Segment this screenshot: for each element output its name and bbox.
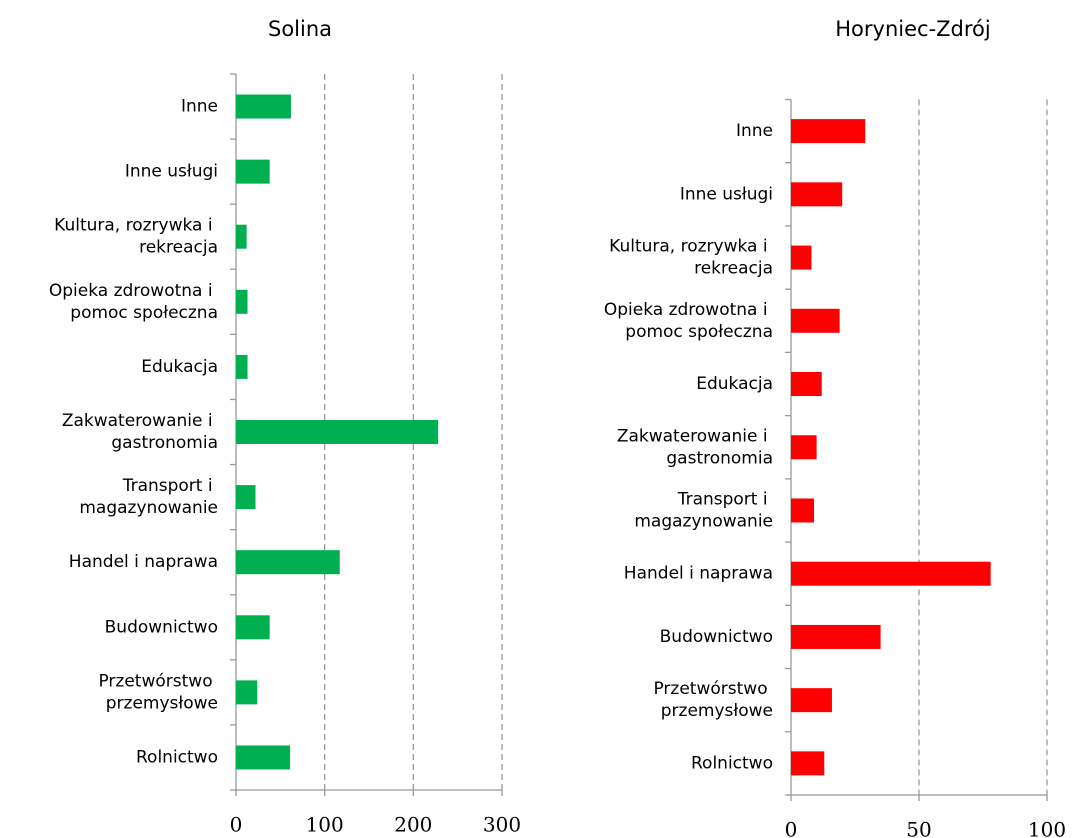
x-tick-label: 100 [1028,818,1066,838]
bar [791,308,840,333]
bar [236,159,270,184]
bar [236,745,291,770]
bar [791,561,991,586]
bar [791,182,843,207]
bar [236,680,258,705]
y-tick-label: Transport i magazynowanie [634,489,773,531]
x-tick-label: 0 [230,813,243,837]
y-tick-label: Edukacja [696,374,773,394]
y-tick-label: Przetwórstwo przemysłowe [653,679,773,721]
y-tick-label: Handel i naprawa [624,564,773,584]
bar [791,498,815,523]
bar [791,688,832,713]
chart-title: Horyniec-Zdrój [835,17,990,41]
y-tick-label: Inne [736,121,773,141]
y-tick-label: Zakwaterowanie i gastronomia [62,411,218,453]
bar [236,289,248,314]
x-tick-label: 200 [394,813,432,837]
y-tick-label: Budownictwo [105,617,218,637]
x-tick-label: 100 [306,813,344,837]
bar [236,550,340,575]
y-tick-label: Transport i magazynowanie [79,476,218,518]
bar [236,224,247,249]
y-tick-label: Przetwórstwo przemysłowe [98,671,218,713]
bar [791,624,881,649]
bar [791,372,822,397]
y-tick-label: Zakwaterowanie i gastronomia [617,426,773,468]
bar [791,751,825,776]
y-tick-label: Rolnictwo [691,753,773,773]
bar [791,245,812,270]
y-tick-label: Budownictwo [660,627,773,647]
x-tick-label: 0 [785,818,798,838]
bar [236,420,439,444]
y-tick-label: Opieka zdrowotna i pomoc społeczna [604,300,773,342]
bar [236,94,291,119]
bar [791,119,866,144]
x-tick-label: 50 [906,818,931,838]
y-tick-label: Edukacja [141,357,218,377]
y-tick-label: Handel i naprawa [69,552,218,572]
y-tick-label: Rolnictwo [136,747,218,767]
bar [236,615,270,640]
y-tick-label: Inne usługi [680,184,773,204]
y-tick-label: Kultura, rozrywka i rekreacja [54,216,218,258]
y-tick-label: Inne usługi [125,162,218,182]
y-tick-label: Inne [181,97,218,117]
bar [791,435,817,460]
y-tick-label: Opieka zdrowotna i pomoc społeczna [49,281,218,323]
chart-title: Solina [268,17,332,41]
y-tick-label: Kultura, rozrywka i rekreacja [609,237,773,279]
bar [236,354,248,379]
bar [236,485,256,510]
x-tick-label: 300 [483,813,521,837]
